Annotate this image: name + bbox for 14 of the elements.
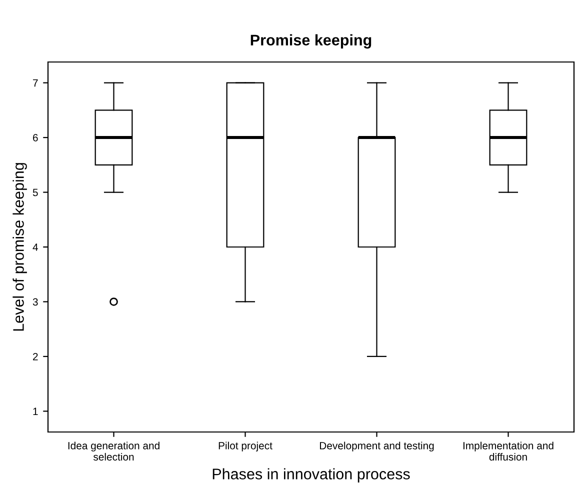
x-tick-label: Development and testing <box>320 442 434 452</box>
x-axis-title: Phases in innovation process <box>212 468 410 482</box>
x-tick-label: Pilot project <box>218 442 272 452</box>
y-axis-title: Level of promise keeping <box>12 163 27 331</box>
y-tick-label: 3 <box>32 298 38 306</box>
x-tick-label: Implementation and diffusion <box>463 442 554 461</box>
x-tick-label: Idea generation and selection <box>68 442 160 461</box>
y-tick-label: 6 <box>33 134 38 142</box>
y-tick-label: 5 <box>32 188 38 196</box>
chart-title: Promise keeping <box>250 34 372 49</box>
y-tick-label: 7 <box>33 79 38 87</box>
y-tick-label: 4 <box>32 244 38 251</box>
y-tick-label: 2 <box>33 352 38 360</box>
y-tick-label: 1 <box>33 408 38 415</box>
